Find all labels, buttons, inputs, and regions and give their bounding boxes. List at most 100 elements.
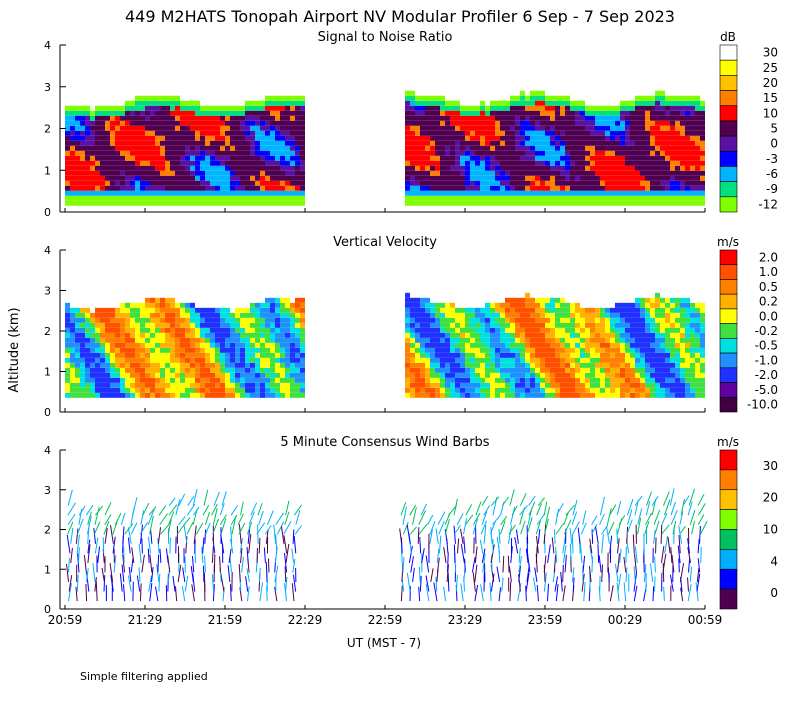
heatmap-cell — [625, 111, 630, 116]
heatmap-cell — [690, 96, 695, 101]
heatmap-cell — [495, 106, 500, 111]
heatmap-cell — [685, 303, 690, 308]
heatmap-cell — [520, 161, 525, 166]
heatmap-cell — [655, 353, 660, 358]
heatmap-cell — [125, 353, 130, 358]
heatmap-cell — [165, 363, 170, 368]
heatmap-cell — [205, 318, 210, 323]
heatmap-cell — [670, 156, 675, 161]
heatmap-cell — [235, 191, 240, 196]
heatmap-cell — [555, 378, 560, 383]
heatmap-cell — [610, 343, 615, 348]
heatmap-cell — [515, 363, 520, 368]
heatmap-cell — [75, 328, 80, 333]
heatmap-cell — [65, 116, 70, 121]
heatmap-cell — [195, 353, 200, 358]
wind-barb — [293, 530, 294, 544]
heatmap-cell — [545, 131, 550, 136]
heatmap-cell — [500, 171, 505, 176]
heatmap-cell — [525, 131, 530, 136]
heatmap-cell — [600, 393, 605, 398]
heatmap-cell — [270, 378, 275, 383]
heatmap-cell — [595, 171, 600, 176]
wind-barb — [158, 555, 159, 573]
heatmap-cell — [550, 333, 555, 338]
heatmap-cell — [185, 308, 190, 313]
heatmap-cell — [200, 106, 205, 111]
heatmap-cell — [565, 393, 570, 398]
heatmap-cell — [130, 171, 135, 176]
heatmap-cell — [490, 373, 495, 378]
heatmap-cell — [420, 136, 425, 141]
heatmap-cell — [295, 126, 300, 131]
heatmap-cell — [480, 181, 485, 186]
heatmap-cell — [595, 338, 600, 343]
heatmap-cell — [185, 186, 190, 191]
heatmap-cell — [275, 338, 280, 343]
heatmap-cell — [220, 151, 225, 156]
heatmap-cell — [185, 196, 190, 201]
heatmap-cell — [545, 378, 550, 383]
heatmap-cell — [545, 106, 550, 111]
heatmap-cell — [125, 343, 130, 348]
heatmap-cell — [145, 368, 150, 373]
heatmap-cell — [675, 131, 680, 136]
heatmap-cell — [255, 186, 260, 191]
heatmap-cell — [685, 96, 690, 101]
heatmap-cell — [555, 383, 560, 388]
heatmap-cell — [650, 151, 655, 156]
heatmap-cell — [155, 121, 160, 126]
heatmap-cell — [690, 373, 695, 378]
heatmap-cell — [580, 131, 585, 136]
heatmap-cell — [680, 313, 685, 318]
heatmap-cell — [190, 176, 195, 181]
heatmap-cell — [170, 181, 175, 186]
wind-barb — [214, 492, 219, 506]
heatmap-cell — [240, 358, 245, 363]
heatmap-cell — [280, 393, 285, 398]
heatmap-cell — [530, 308, 535, 313]
heatmap-cell — [240, 318, 245, 323]
heatmap-cell — [260, 368, 265, 373]
heatmap-cell — [405, 323, 410, 328]
heatmap-cell — [540, 141, 545, 146]
heatmap-cell — [460, 126, 465, 131]
heatmap-cell — [645, 363, 650, 368]
heatmap-cell — [490, 383, 495, 388]
heatmap-cell — [140, 111, 145, 116]
heatmap-cell — [430, 156, 435, 161]
heatmap-cell — [650, 388, 655, 393]
heatmap-cell — [120, 156, 125, 161]
heatmap-cell — [600, 156, 605, 161]
heatmap-cell — [100, 368, 105, 373]
heatmap-cell — [155, 131, 160, 136]
heatmap-cell — [120, 171, 125, 176]
heatmap-cell — [700, 363, 705, 368]
heatmap-cell — [685, 126, 690, 131]
heatmap-cell — [140, 333, 145, 338]
heatmap-cell — [290, 191, 295, 196]
heatmap-cell — [590, 383, 595, 388]
heatmap-cell — [435, 313, 440, 318]
heatmap-cell — [460, 181, 465, 186]
heatmap-cell — [560, 353, 565, 358]
heatmap-cell — [490, 393, 495, 398]
heatmap-cell — [535, 333, 540, 338]
heatmap-cell — [645, 181, 650, 186]
heatmap-cell — [270, 333, 275, 338]
heatmap-cell — [275, 368, 280, 373]
heatmap-cell — [125, 141, 130, 146]
heatmap-cell — [435, 111, 440, 116]
heatmap-cell — [105, 146, 110, 151]
wind-barb — [264, 548, 265, 563]
heatmap-cell — [505, 358, 510, 363]
heatmap-cell — [160, 363, 165, 368]
heatmap-cell — [420, 131, 425, 136]
heatmap-cell — [605, 196, 610, 201]
heatmap-cell — [225, 353, 230, 358]
heatmap-cell — [485, 146, 490, 151]
heatmap-cell — [560, 181, 565, 186]
heatmap-cell — [440, 186, 445, 191]
heatmap-cell — [295, 191, 300, 196]
heatmap-cell — [170, 368, 175, 373]
